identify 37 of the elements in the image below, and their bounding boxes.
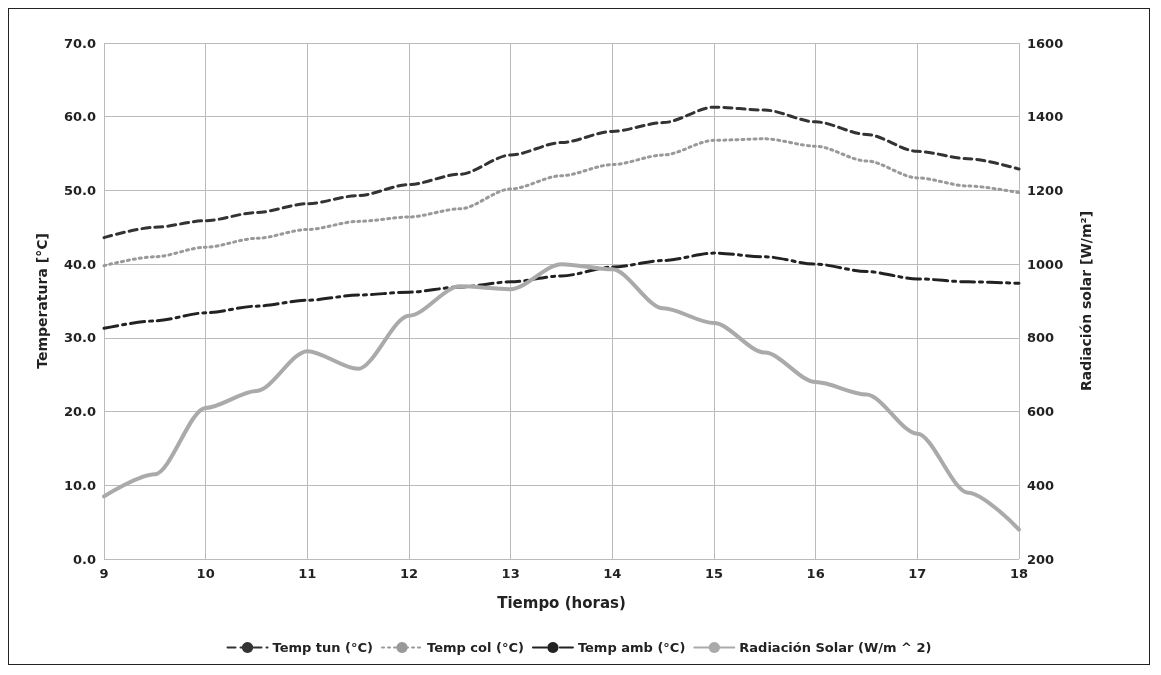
y-tick-label: 20.0	[63, 404, 96, 420]
legend-label: Radiación Solar (W/m ^ 2)	[739, 640, 932, 655]
y2-tick-label: 200	[1027, 551, 1055, 567]
y-axis-title: Temperatura [°C]	[34, 233, 50, 369]
y-tick-label: 50.0	[63, 182, 96, 198]
x-tick-label: 10	[196, 566, 215, 581]
line-series	[102, 105, 1021, 240]
line-series	[102, 137, 1021, 268]
y2-tick-label: 800	[1027, 330, 1055, 346]
y2-tick-label: 1000	[1027, 256, 1064, 272]
x-tick-label: 13	[501, 566, 520, 581]
y2-tick-label: 600	[1027, 404, 1055, 420]
y-tick-label: 0.0	[72, 551, 96, 567]
legend-label: Temp amb (°C)	[577, 640, 686, 655]
line-series	[102, 262, 1021, 532]
x-axis-title: Tiempo (horas)	[497, 593, 626, 612]
y2-tick-label: 1200	[1027, 182, 1064, 198]
x-tick-label: 11	[298, 566, 317, 581]
legend-label: Temp col (°C)	[427, 640, 524, 655]
x-tick-label: 15	[704, 566, 724, 581]
x-tick-label: 12	[399, 566, 419, 581]
y2-tick-label: 400	[1027, 477, 1055, 493]
x-tick-label: 9	[99, 566, 109, 581]
x-tick-label: 18	[1009, 566, 1029, 581]
y2-axis-title: Radiación solar [W/m²]	[1078, 210, 1094, 392]
y-tick-label: 60.0	[63, 109, 96, 125]
x-tick-label: 17	[908, 566, 927, 581]
y-tick-label: 30.0	[63, 330, 96, 346]
legend-label: Temp tun (°C)	[272, 640, 374, 655]
y2-tick-label: 1600	[1027, 35, 1064, 51]
y-tick-label: 70.0	[63, 35, 96, 51]
y-tick-label: 10.0	[63, 477, 96, 493]
x-tick-label: 14	[603, 566, 622, 581]
y2-tick-label: 1400	[1027, 109, 1064, 125]
x-tick-label: 16	[806, 566, 825, 581]
y-tick-label: 40.0	[63, 256, 96, 272]
line-series	[102, 251, 1021, 330]
